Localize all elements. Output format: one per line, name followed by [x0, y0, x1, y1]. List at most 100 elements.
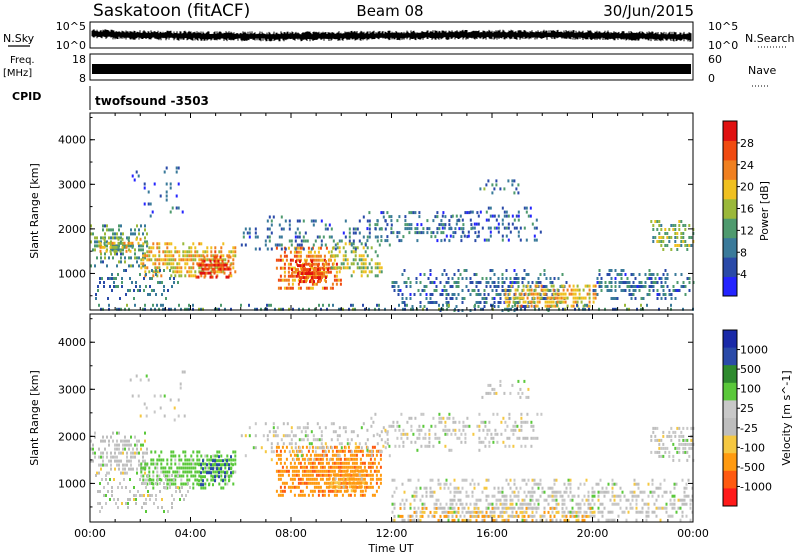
heatmap-cell: [447, 277, 450, 280]
heatmap-cell: [283, 266, 286, 270]
heatmap-patch-5: [95, 474, 191, 513]
heatmap-cell: [118, 228, 120, 232]
heatmap-cell: [264, 243, 267, 247]
heatmap-cell: [404, 223, 407, 227]
heatmap-cell: [611, 510, 614, 514]
heatmap-cell: [456, 219, 459, 223]
heatmap-cell: [298, 243, 301, 247]
heatmap-cell: [642, 297, 645, 300]
heatmap-cell: [523, 226, 526, 230]
heatmap-cell: [548, 300, 551, 304]
heatmap-cell: [451, 285, 454, 288]
heatmap-cell: [517, 183, 520, 187]
heatmap-cell: [664, 277, 667, 280]
heatmap-cell: [307, 262, 310, 266]
heatmap-cell: [120, 471, 122, 475]
heatmap-cell: [143, 502, 145, 505]
heatmap-cell: [118, 467, 120, 471]
heatmap-cell: [593, 510, 596, 514]
power-colorbar-swatch: [723, 257, 737, 278]
heatmap-cell: [102, 228, 104, 232]
heatmap-cell: [142, 252, 144, 256]
heatmap-cell: [112, 439, 114, 443]
heatmap-cell: [147, 494, 149, 497]
heatmap-cell: [429, 490, 432, 494]
heatmap-cell: [501, 222, 504, 226]
heatmap-cell: [171, 206, 174, 210]
heatmap-cell: [103, 245, 106, 249]
heatmap-cell: [582, 296, 585, 300]
heatmap-cell: [450, 215, 453, 219]
heatmap-cell: [328, 458, 331, 462]
heatmap-cell: [126, 236, 128, 240]
heatmap-cell: [90, 232, 92, 236]
heatmap-cell: [152, 478, 155, 482]
heatmap-cell: [146, 254, 149, 258]
heatmap-cell: [438, 436, 441, 440]
heatmap-cell: [676, 289, 679, 292]
heatmap-cell: [295, 254, 298, 258]
heatmap-cell: [375, 481, 378, 485]
heatmap-cell: [321, 469, 324, 473]
heatmap-cell: [274, 434, 277, 438]
heatmap-cell: [303, 276, 305, 280]
heatmap-cell: [684, 285, 687, 288]
heatmap-cell: [305, 445, 308, 449]
heatmap-cell: [196, 478, 199, 482]
heatmap-cell: [522, 420, 525, 424]
heatmap-cell: [561, 502, 564, 506]
heatmap-cell: [254, 422, 257, 426]
heatmap-cell: [206, 246, 209, 250]
heatmap-cell: [132, 451, 134, 455]
heatmap-cell: [180, 474, 183, 478]
heatmap-cell: [645, 514, 648, 518]
heatmap-cell: [664, 232, 667, 235]
heatmap-cell: [150, 462, 153, 466]
heatmap-cell: [117, 506, 119, 509]
heatmap-cell: [497, 490, 500, 494]
heatmap-cell: [413, 293, 416, 296]
heatmap-cell: [521, 281, 524, 284]
heatmap-cell: [98, 303, 100, 307]
heatmap-cell: [596, 293, 599, 296]
heatmap-cell: [289, 489, 292, 493]
heatmap-cell: [547, 486, 550, 490]
heatmap-cell: [277, 477, 280, 481]
heatmap-cell: [254, 247, 257, 251]
heatmap-cell: [323, 254, 326, 258]
heatmap-cell: [527, 514, 530, 518]
heatmap-cell: [426, 231, 429, 235]
heatmap-cell: [505, 210, 508, 214]
heatmap-cell: [119, 241, 122, 245]
heatmap-cell: [410, 223, 413, 227]
heatmap-cell: [128, 459, 130, 463]
heatmap-cell: [461, 289, 464, 292]
heatmap-cell: [418, 424, 421, 428]
heatmap-cell: [464, 424, 467, 428]
heatmap-cell: [151, 269, 153, 272]
heatmap-cell: [164, 470, 167, 474]
heatmap-cell: [301, 268, 303, 272]
heatmap-cell: [684, 244, 687, 247]
heatmap-cell: [536, 300, 539, 304]
heatmap-cell: [284, 434, 287, 438]
heatmap-cell: [152, 458, 155, 462]
heatmap-cell: [542, 288, 545, 292]
heatmap-cell: [422, 227, 425, 231]
heatmap-cell: [305, 473, 308, 477]
heatmap-cell: [319, 246, 322, 250]
heatmap-cell: [431, 494, 434, 498]
heatmap-cell: [210, 474, 213, 478]
heatmap-cell: [107, 482, 109, 485]
heatmap-cell: [655, 514, 658, 518]
heatmap-cell: [660, 285, 663, 288]
heatmap-cell: [521, 277, 524, 280]
heatmap-cell: [342, 246, 345, 250]
heatmap-cell: [603, 494, 606, 498]
heatmap-cell: [618, 285, 621, 288]
heatmap-cell: [210, 246, 213, 250]
heatmap-cell: [513, 478, 516, 482]
heatmap-cell: [218, 455, 220, 459]
heatmap-cell: [589, 510, 592, 514]
heatmap-cell: [118, 248, 120, 252]
